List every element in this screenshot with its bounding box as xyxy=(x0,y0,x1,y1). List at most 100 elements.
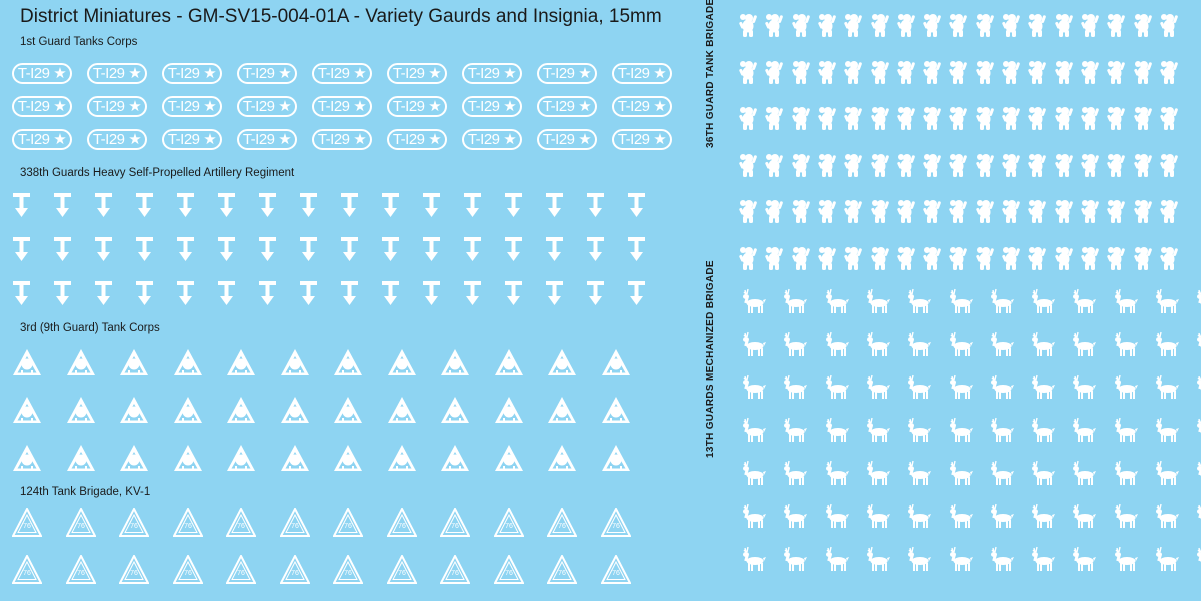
t-arrow-icon xyxy=(586,237,606,263)
deer-icon xyxy=(864,374,891,400)
deer-icon xyxy=(1153,460,1180,486)
plate-decal: T-I29 ★ xyxy=(237,129,297,150)
t-arrow-icon xyxy=(299,193,319,219)
svg-text:76: 76 xyxy=(291,523,299,530)
t-arrow-icon xyxy=(340,237,360,263)
triangle-circle-icon xyxy=(119,444,149,472)
svg-text:76: 76 xyxy=(612,570,620,577)
deer-icon xyxy=(740,331,767,357)
plate-decal: T-I29 ★ xyxy=(387,129,447,150)
bear-icon xyxy=(922,12,942,38)
triangle-circle-icon xyxy=(12,348,42,376)
svg-text:76: 76 xyxy=(130,570,138,577)
triangle-circle-icon xyxy=(440,396,470,424)
t-arrow-icon xyxy=(545,237,565,263)
t-arrow-icon xyxy=(463,193,483,219)
t-arrow-icon xyxy=(176,237,196,263)
kv1-triangle-icon: 76 xyxy=(65,508,96,538)
kv1-triangle-icon: 76 xyxy=(547,555,577,585)
deer-icon xyxy=(1029,460,1056,486)
deer-icon xyxy=(947,374,974,400)
t-arrow-icon xyxy=(504,281,524,307)
t-arrow-icon xyxy=(463,281,483,307)
bear-icon xyxy=(948,152,968,178)
bear-icon xyxy=(948,245,968,271)
bear-icon xyxy=(896,59,916,85)
t-arrow-icon xyxy=(299,237,319,263)
deer-icon xyxy=(905,374,932,400)
section-label-kv1: 124th Tank Brigade, KV-1 xyxy=(20,486,151,498)
plate-decal: T-I29 ★ xyxy=(537,96,597,117)
t-arrow-icon xyxy=(381,281,401,307)
t-arrow-icon xyxy=(176,281,196,307)
bear-icon xyxy=(817,152,837,178)
plate-decal: T-I29 ★ xyxy=(237,63,297,84)
plate-decal: T-I29 ★ xyxy=(162,96,222,117)
deer-icon xyxy=(1153,331,1180,357)
bear-icon xyxy=(1027,105,1047,131)
deer-icon xyxy=(1029,546,1056,572)
plate-decal: T-I29 ★ xyxy=(612,96,672,117)
plate-decal: T-I29 ★ xyxy=(162,129,222,150)
plate-decal: T-I29 ★ xyxy=(462,129,522,150)
bear-icon xyxy=(896,105,916,131)
bear-icon xyxy=(975,245,995,271)
svg-text:76: 76 xyxy=(184,523,192,530)
svg-text:76: 76 xyxy=(505,570,513,577)
deer-icon xyxy=(1070,374,1097,400)
deer-icon xyxy=(1070,460,1097,486)
svg-text:76: 76 xyxy=(451,523,459,530)
bear-icon xyxy=(975,105,995,131)
bear-icon xyxy=(1080,152,1100,178)
svg-text:76: 76 xyxy=(130,523,138,530)
plate-decal: T-I29 ★ xyxy=(312,129,372,150)
kv1-triangle-icon: 76 xyxy=(493,508,524,538)
bear-icon xyxy=(922,59,942,85)
t-arrow-icon xyxy=(627,281,647,307)
t-arrow-icon xyxy=(504,237,524,263)
bear-icon xyxy=(922,105,942,131)
triangle-circle-icon xyxy=(494,444,524,472)
deer-icon xyxy=(781,503,808,529)
bear-icon xyxy=(791,12,811,38)
triangle-circle-icon xyxy=(66,444,96,472)
bear-icon xyxy=(1133,152,1153,178)
svg-text:76: 76 xyxy=(344,570,352,577)
triangle-circle-icon xyxy=(387,348,417,376)
bear-icon xyxy=(896,12,916,38)
triangle-circle-icon xyxy=(547,396,577,424)
deer-icon xyxy=(1029,503,1056,529)
bear-icon xyxy=(791,105,811,131)
plate-decal: T-I29 ★ xyxy=(237,96,297,117)
deer-icon xyxy=(905,546,932,572)
bear-icon xyxy=(1001,198,1021,224)
deer-icon xyxy=(1153,546,1180,572)
bear-icon xyxy=(922,152,942,178)
bear-icon xyxy=(1159,245,1179,271)
bear-icon xyxy=(870,152,890,178)
svg-text:76: 76 xyxy=(23,570,31,577)
deer-icon xyxy=(823,331,850,357)
t-arrow-icon xyxy=(586,193,606,219)
triangle-circle-icon xyxy=(173,444,203,472)
deer-icon xyxy=(740,546,767,572)
bear-icon xyxy=(948,198,968,224)
plate-decal: T-I29 ★ xyxy=(612,63,672,84)
plate-decal: T-I29 ★ xyxy=(12,129,72,150)
sheet-title: District Miniatures - GM-SV15-004-01A - … xyxy=(20,6,662,27)
bear-icon xyxy=(1133,105,1153,131)
deer-icon xyxy=(905,503,932,529)
bear-icon xyxy=(843,12,863,38)
kv1-triangle-icon: 76 xyxy=(119,555,149,585)
section-label-tank-corps: 3rd (9th Guard) Tank Corps xyxy=(20,322,160,334)
deer-icon xyxy=(905,331,932,357)
deer-icon xyxy=(1194,331,1201,357)
bear-icon xyxy=(843,198,863,224)
triangle-circle-icon xyxy=(280,348,310,376)
triangle-circle-icon xyxy=(387,396,417,424)
bear-icon xyxy=(975,198,995,224)
deer-icon xyxy=(1029,374,1056,400)
kv1-triangle-icon: 76 xyxy=(172,508,203,538)
plate-decal: T-I29 ★ xyxy=(87,96,147,117)
bear-icon xyxy=(1133,59,1153,85)
